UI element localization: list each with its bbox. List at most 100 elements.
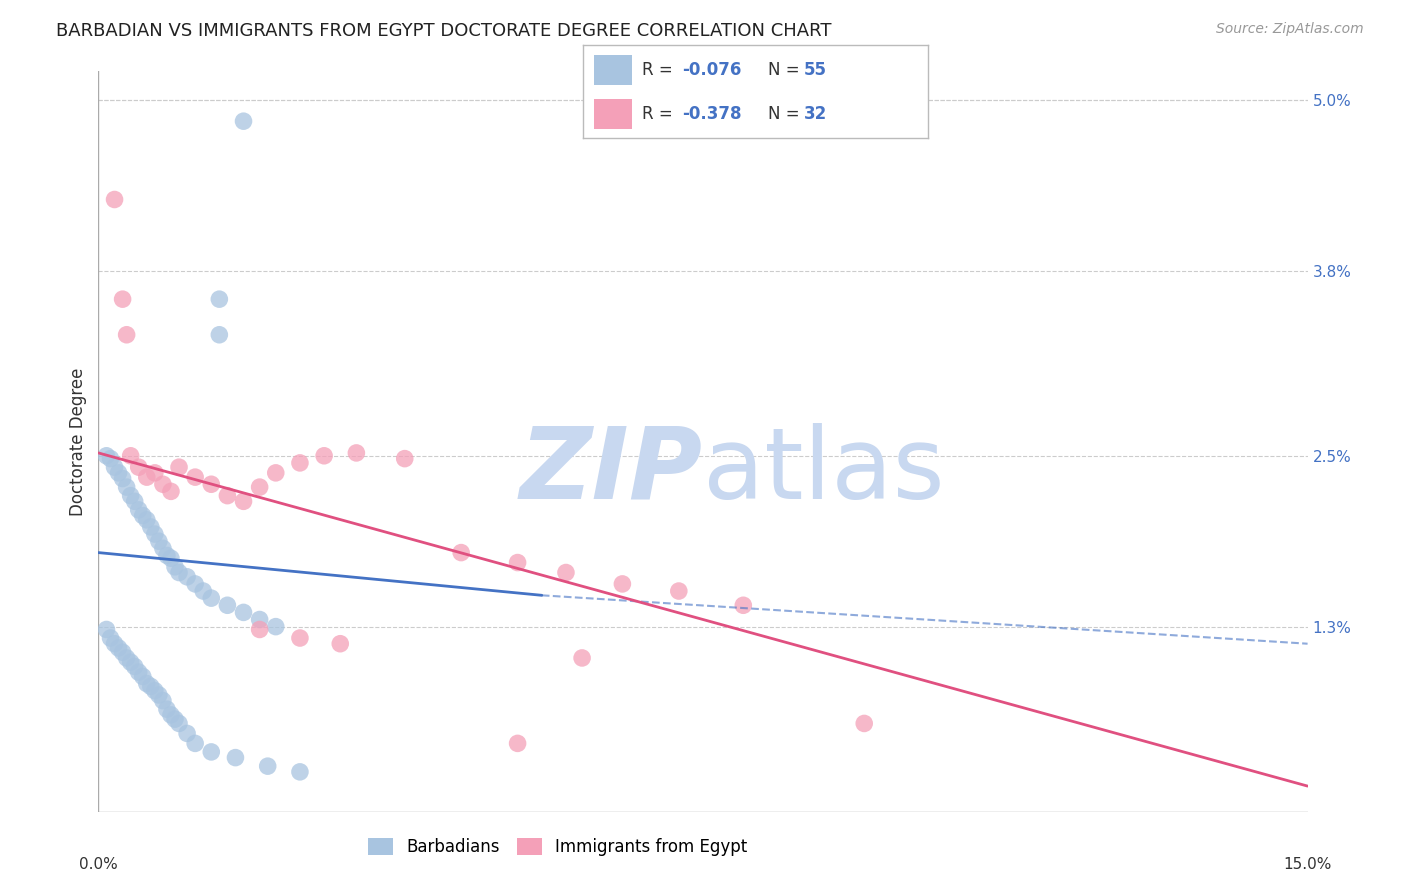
Point (208, 292, 231, 306)
Point (115, 327, 138, 342)
Point (555, 566, 578, 580)
Point (135, 676, 157, 690)
Point (288, 456, 311, 470)
Point (103, 637, 125, 651)
Point (264, 466, 287, 480)
Point (288, 631, 311, 645)
Text: 0.0%: 0.0% (79, 857, 118, 872)
Point (107, 640, 129, 655)
Text: N =: N = (768, 61, 804, 78)
Point (176, 570, 198, 584)
Point (124, 494, 146, 508)
Point (249, 613, 271, 627)
Point (176, 726, 198, 740)
Point (232, 114, 254, 128)
FancyBboxPatch shape (593, 55, 631, 85)
Point (143, 466, 166, 480)
Point (120, 489, 142, 503)
Point (193, 584, 215, 599)
Text: N =: N = (768, 105, 804, 123)
Point (184, 577, 207, 591)
Point (111, 645, 134, 659)
Text: 15.0%: 15.0% (1284, 857, 1331, 872)
Point (111, 292, 134, 306)
Point (160, 707, 183, 722)
Point (314, 449, 336, 463)
Point (200, 745, 222, 759)
Point (853, 716, 876, 731)
Point (184, 736, 207, 750)
Text: ZIP: ZIP (520, 423, 703, 520)
Point (124, 659, 146, 673)
Point (107, 466, 129, 480)
Point (208, 327, 231, 342)
Point (152, 477, 174, 491)
Point (217, 489, 239, 503)
Point (111, 472, 134, 486)
Point (394, 451, 416, 466)
Point (506, 736, 529, 750)
Point (148, 688, 170, 702)
Point (128, 460, 150, 475)
Point (152, 694, 174, 708)
Point (167, 566, 190, 580)
Text: 55: 55 (804, 61, 827, 78)
Point (344, 446, 367, 460)
Point (152, 541, 174, 556)
Point (506, 556, 529, 570)
Text: BARBADIAN VS IMMIGRANTS FROM EGYPT DOCTORATE DEGREE CORRELATION CHART: BARBADIAN VS IMMIGRANTS FROM EGYPT DOCTO… (56, 22, 832, 40)
Y-axis label: Doctorate Degree: Doctorate Degree (69, 368, 87, 516)
Point (148, 534, 170, 549)
Point (232, 494, 254, 508)
Point (128, 665, 150, 680)
Point (103, 460, 125, 475)
Point (288, 764, 311, 779)
Point (96, 449, 118, 463)
Point (571, 651, 593, 665)
Point (256, 759, 278, 773)
Point (135, 513, 157, 527)
Point (163, 712, 186, 726)
Point (160, 484, 183, 499)
Text: R =: R = (643, 61, 678, 78)
Point (450, 545, 472, 560)
Point (143, 683, 166, 698)
Point (143, 527, 166, 541)
Point (264, 619, 287, 633)
Point (96, 623, 118, 637)
Point (668, 584, 690, 599)
Point (200, 591, 222, 606)
Point (156, 549, 179, 563)
Point (156, 702, 179, 716)
Point (139, 520, 162, 534)
Point (103, 193, 125, 207)
Point (200, 477, 222, 491)
Text: -0.076: -0.076 (682, 61, 741, 78)
Point (115, 480, 138, 494)
Point (160, 551, 183, 566)
Point (224, 750, 246, 764)
Point (139, 680, 162, 694)
Point (115, 651, 138, 665)
Point (612, 577, 634, 591)
Text: Source: ZipAtlas.com: Source: ZipAtlas.com (1216, 22, 1364, 37)
Text: atlas: atlas (703, 423, 945, 520)
Point (135, 470, 157, 484)
FancyBboxPatch shape (593, 99, 631, 129)
Point (128, 503, 150, 517)
Text: R =: R = (643, 105, 678, 123)
Point (167, 716, 190, 731)
Point (163, 559, 186, 574)
Legend: Barbadians, Immigrants from Egypt: Barbadians, Immigrants from Egypt (361, 831, 754, 863)
Point (167, 460, 190, 475)
Point (120, 655, 142, 669)
Point (100, 451, 122, 466)
Point (733, 599, 755, 613)
Point (329, 637, 352, 651)
Point (249, 623, 271, 637)
Point (184, 470, 207, 484)
Point (132, 669, 155, 683)
Point (217, 599, 239, 613)
Point (232, 606, 254, 620)
Point (120, 449, 142, 463)
